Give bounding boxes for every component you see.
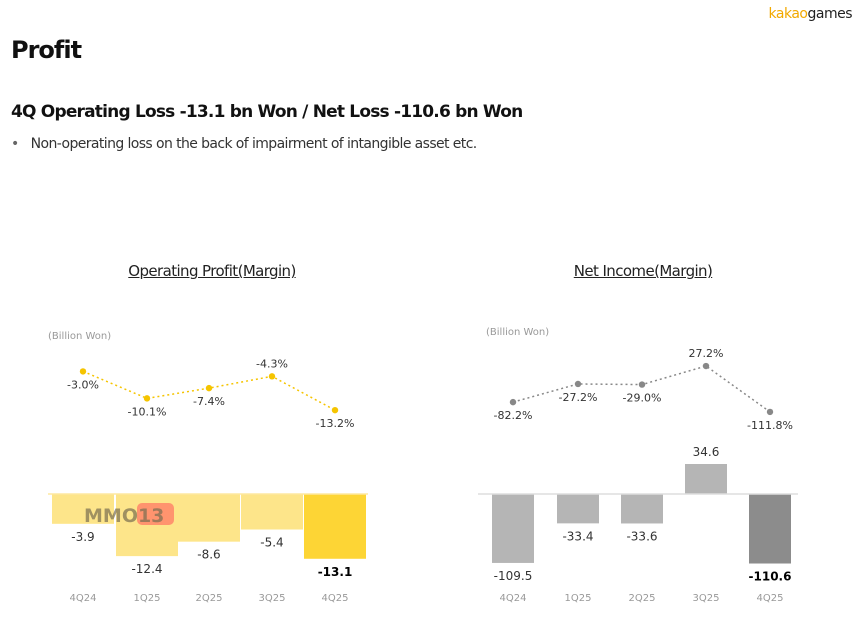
op-chart-title: Operating Profit(Margin) xyxy=(128,262,296,280)
kakaogames-logo: kakaogames xyxy=(768,6,853,22)
op-bar xyxy=(52,494,114,524)
net-margin-label: -82.2% xyxy=(494,409,533,422)
watermark: MMO13 xyxy=(84,503,174,527)
net-value-label: -33.4 xyxy=(562,529,593,543)
op-margin-line xyxy=(82,370,336,411)
net-margin-point xyxy=(509,398,517,406)
net-margin-label: -29.0% xyxy=(623,392,662,405)
op-value-label: -12.4 xyxy=(131,562,162,576)
op-unit-label: (Billion Won) xyxy=(48,331,111,342)
op-value-label: -13.1 xyxy=(318,565,353,579)
op-margin-label: -10.1% xyxy=(128,405,167,418)
net-x-tick: 2Q25 xyxy=(629,593,656,604)
op-bar xyxy=(241,494,303,530)
net-margin-label: -27.2% xyxy=(559,391,598,404)
net-margin-point xyxy=(574,380,582,388)
op-margin-point xyxy=(268,373,276,380)
op-bar xyxy=(178,494,240,542)
bullet-point: • Non-operating loss on the back of impai… xyxy=(11,136,477,152)
net-margin-point xyxy=(702,362,710,370)
net-x-tick: 4Q24 xyxy=(500,593,527,604)
op-margin-point xyxy=(143,395,151,402)
net-bar xyxy=(557,494,599,524)
net-bar xyxy=(685,464,727,494)
net-value-label: -109.5 xyxy=(494,569,533,583)
op-x-tick: 1Q25 xyxy=(134,593,161,604)
net-x-tick: 1Q25 xyxy=(565,593,592,604)
page-title: Profit xyxy=(11,36,82,64)
net-margin-label: 27.2% xyxy=(689,347,724,360)
op-x-tick: 4Q25 xyxy=(322,593,349,604)
net-margin-line xyxy=(512,365,771,413)
net-margin-label: -111.8% xyxy=(747,419,793,432)
op-margin-label: -13.2% xyxy=(316,417,355,430)
net-bar xyxy=(492,494,534,563)
op-x-tick: 4Q24 xyxy=(70,593,97,604)
net-unit-label: (Billion Won) xyxy=(486,327,549,338)
subtitle: 4Q Operating Loss -13.1 bn Won / Net Los… xyxy=(11,102,523,122)
net-x-tick: 4Q25 xyxy=(757,593,784,604)
op-value-label: -8.6 xyxy=(197,548,220,562)
net-value-label: -33.6 xyxy=(626,529,657,543)
op-x-tick: 2Q25 xyxy=(196,593,223,604)
op-margin-point xyxy=(331,406,339,414)
op-margin-point xyxy=(205,384,213,392)
op-margin-label: -4.3% xyxy=(256,357,288,370)
net-margin-point xyxy=(638,381,646,388)
net-x-tick: 3Q25 xyxy=(693,593,720,604)
net-chart-title: Net Income(Margin) xyxy=(573,262,713,280)
net-value-label: -110.6 xyxy=(749,570,792,584)
net-bar xyxy=(749,494,791,564)
op-x-tick: 3Q25 xyxy=(259,593,286,604)
op-margin-label: -7.4% xyxy=(193,395,225,408)
op-margin-point xyxy=(79,368,87,375)
svg-text:MMO13: MMO13 xyxy=(84,505,164,527)
net-value-label: 34.6 xyxy=(693,445,720,459)
op-margin-label: -3.0% xyxy=(67,378,99,391)
op-bar xyxy=(304,494,366,559)
net-margin-point xyxy=(766,408,774,416)
op-value-label: -3.9 xyxy=(71,530,94,544)
op-value-label: -5.4 xyxy=(260,536,283,550)
net-bar xyxy=(621,494,663,524)
